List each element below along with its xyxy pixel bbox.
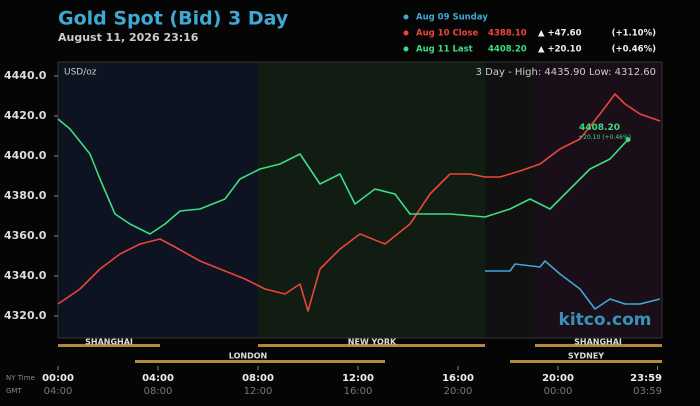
x-tick-label: 20:00 <box>542 373 574 384</box>
new-york-shade <box>258 62 485 338</box>
gmt-tick-label: 04:00 <box>44 386 73 397</box>
session-bar <box>58 344 160 347</box>
legend-name: Aug 11 Last <box>416 45 473 55</box>
x-tick-label: 04:00 <box>142 373 174 384</box>
chart-subtitle: August 11, 2026 23:16 <box>58 31 199 44</box>
legend-name: Aug 10 Close <box>416 29 479 39</box>
legend-dot <box>403 46 409 52</box>
legend-dot <box>403 30 409 36</box>
y-tick-label: 4400.0 <box>4 149 47 162</box>
x-row-label: GMT <box>6 387 22 395</box>
session-bar <box>510 360 662 363</box>
x-tick-label: 00:00 <box>42 373 74 384</box>
y-tick-label: 4440.0 <box>4 69 47 82</box>
session-bar <box>258 344 485 347</box>
gmt-tick-label: 16:00 <box>344 386 373 397</box>
legend-last: 4388.10 <box>488 29 527 39</box>
legend-last: 4408.20 <box>488 45 527 55</box>
session-bar <box>135 360 385 363</box>
gmt-tick-label: 08:00 <box>144 386 173 397</box>
series-line <box>57 118 629 235</box>
watermark: kitco.com <box>559 310 652 330</box>
plot-frame <box>57 61 663 339</box>
legend-change: ▲ +20.10 <box>538 45 582 55</box>
y-tick-label: 4420.0 <box>4 109 47 122</box>
legend-dot <box>403 14 409 20</box>
y-tick-label: 4320.0 <box>4 309 47 322</box>
x-tick-label: 16:00 <box>442 373 474 384</box>
session-label: NEW YORK <box>348 338 397 347</box>
legend-change: ▲ +47.60 <box>538 29 582 39</box>
legend-change-pct: (+1.10%) <box>612 29 656 39</box>
x-tick-label: 08:00 <box>242 373 274 384</box>
annotation: 4408.20 <box>579 123 620 133</box>
session-label: SYDNEY <box>568 352 604 361</box>
shanghai-shade <box>535 62 662 338</box>
session-label: SHANGHAI <box>574 338 622 347</box>
unit-label: USD/oz <box>64 68 97 78</box>
legend-name: Aug 09 Sunday <box>416 13 488 23</box>
chart-title: Gold Spot (Bid) 3 Day <box>58 8 289 30</box>
legend-change-pct: (+0.46%) <box>612 45 656 55</box>
session-label: LONDON <box>229 352 267 361</box>
range-text: 3 Day - High: 4435.90 Low: 4312.60 <box>476 67 656 78</box>
x-tick-label: 12:00 <box>342 373 374 384</box>
last-point <box>625 137 631 143</box>
gmt-tick-label: 03:59 <box>633 386 662 397</box>
y-tick-label: 4340.0 <box>4 269 47 282</box>
asia-shade <box>58 62 258 338</box>
session-bar <box>535 344 662 347</box>
session-label: SHANGHAI <box>85 338 133 347</box>
gmt-tick-label: 12:00 <box>244 386 273 397</box>
x-tick-label: 23:59 <box>630 373 662 384</box>
gmt-tick-label: 00:00 <box>544 386 573 397</box>
series-line <box>57 93 661 312</box>
gmt-tick-label: 20:00 <box>444 386 473 397</box>
series-line <box>485 260 661 310</box>
y-tick-label: 4380.0 <box>4 189 47 202</box>
y-tick-label: 4360.0 <box>4 229 47 242</box>
annotation: +20.10 (+0.46%) <box>578 134 631 141</box>
x-row-label: NY Time <box>6 374 35 382</box>
